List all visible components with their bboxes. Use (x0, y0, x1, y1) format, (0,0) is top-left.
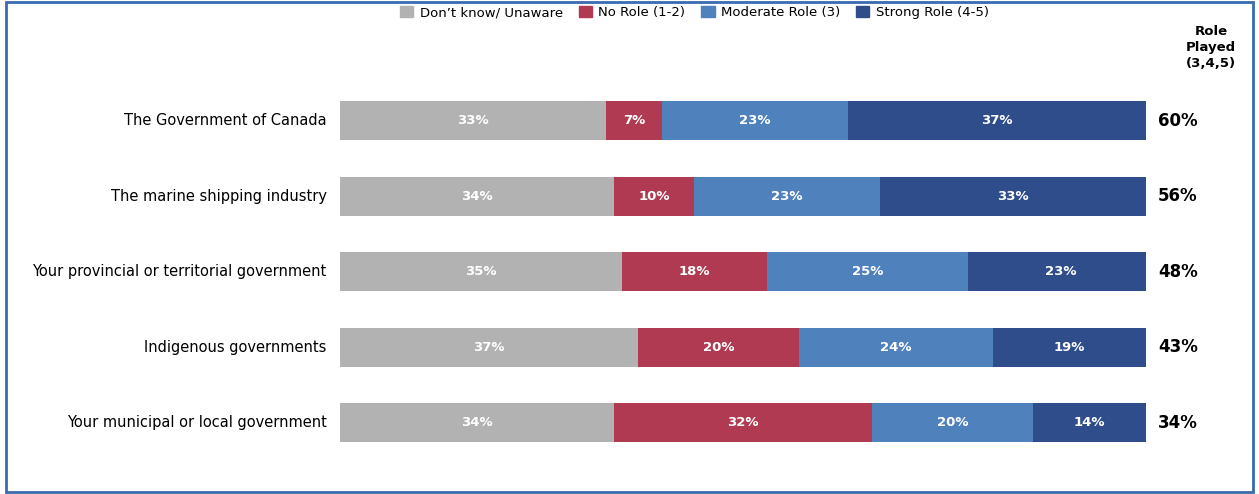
Text: 32%: 32% (726, 416, 759, 429)
Text: 35%: 35% (465, 265, 497, 278)
Text: 34%: 34% (461, 416, 492, 429)
Text: 20%: 20% (937, 416, 968, 429)
Text: 23%: 23% (1045, 265, 1076, 278)
Text: 56%: 56% (1158, 187, 1197, 205)
Bar (871, 403, 1032, 443)
Bar (968, 252, 1153, 291)
Text: 34%: 34% (461, 190, 492, 203)
Bar (847, 101, 1146, 140)
Bar (606, 101, 662, 140)
Bar (880, 176, 1146, 216)
Bar (340, 328, 638, 367)
Text: 20%: 20% (703, 341, 734, 354)
Bar (662, 101, 847, 140)
Text: 43%: 43% (1158, 338, 1197, 356)
Bar (638, 328, 799, 367)
Text: 24%: 24% (880, 341, 912, 354)
Text: 37%: 37% (981, 114, 1012, 127)
Text: 25%: 25% (852, 265, 884, 278)
Text: 7%: 7% (623, 114, 645, 127)
Text: 37%: 37% (473, 341, 505, 354)
Bar (622, 252, 767, 291)
Bar (992, 328, 1146, 367)
Bar (614, 176, 695, 216)
Text: 19%: 19% (1054, 341, 1085, 354)
Text: 18%: 18% (679, 265, 710, 278)
Bar (695, 176, 880, 216)
Text: 23%: 23% (739, 114, 771, 127)
Text: 48%: 48% (1158, 263, 1197, 281)
Text: 14%: 14% (1074, 416, 1105, 429)
Bar (340, 176, 614, 216)
Text: 34%: 34% (1158, 414, 1197, 432)
Bar (340, 403, 614, 443)
Text: 10%: 10% (638, 190, 670, 203)
Text: 23%: 23% (772, 190, 803, 203)
Text: Role
Played
(3,4,5): Role Played (3,4,5) (1186, 25, 1236, 70)
Bar (1032, 403, 1146, 443)
Text: 33%: 33% (457, 114, 488, 127)
Bar (340, 252, 622, 291)
Text: 33%: 33% (997, 190, 1029, 203)
Text: 60%: 60% (1158, 112, 1197, 129)
Bar (340, 101, 606, 140)
Bar (799, 328, 992, 367)
Bar (614, 403, 871, 443)
Legend: Don’t know/ Unaware, No Role (1-2), Moderate Role (3), Strong Role (4-5): Don’t know/ Unaware, No Role (1-2), Mode… (394, 1, 995, 24)
Bar (767, 252, 968, 291)
